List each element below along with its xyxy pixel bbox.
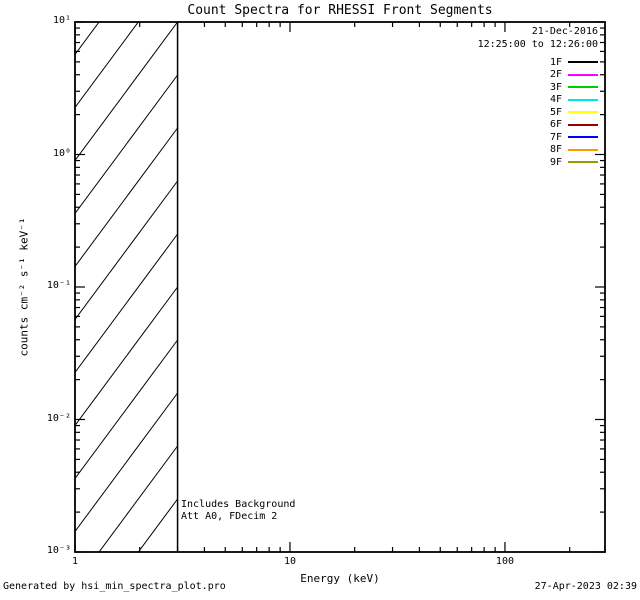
legend-color-line [568,61,598,64]
annotation-attenuator-state: Att A0, FDecim 2 [181,511,278,522]
y-tick-label: 10¹ [52,15,71,26]
legend-item-label: 6F [549,119,562,131]
legend-item-label: 2F [549,69,562,81]
legend-color-line [568,161,598,164]
legend-item: 7F [550,131,598,144]
legend-item-label: 7F [549,131,562,143]
legend-item: 4F [550,94,598,107]
legend-color-line [568,86,598,89]
footer-timestamp: 27-Apr-2023 02:39 [534,581,637,592]
x-axis-label: Energy (keV) [300,572,380,585]
legend-item-label: 1F [549,56,562,68]
legend-item-label: 8F [549,144,562,156]
y-axis-label: counts cm⁻² s⁻¹ keV⁻¹ [17,217,31,357]
legend-item: 3F [550,81,598,94]
legend-color-line [568,111,598,114]
x-tick-label: 1 [71,556,79,567]
legend-item: 1F [550,56,598,69]
legend-time-range: 12:25:00 to 12:26:00 [477,39,598,50]
legend-color-line [568,123,598,126]
legend-color-line [568,148,598,151]
legend-item: 8F [550,144,598,157]
legend-item-label: 9F [549,156,562,168]
legend-color-line [568,98,598,101]
legend-item-label: 4F [549,94,562,106]
legend-color-line [568,73,598,76]
legend-color-line [568,136,598,139]
legend-entries: 1F 2F 3F 4F 5F 6F 7F 8F 9F [550,56,598,169]
chart-title: Count Spectra for RHESSI Front Segments [187,3,493,18]
legend-item: 9F [550,156,598,169]
y-tick-label: 10⁻² [46,412,71,424]
legend-date: 21-Dec-2016 [531,26,598,37]
y-tick-label: 10⁰ [52,147,71,159]
y-tick-label: 10⁻¹ [46,280,71,291]
x-tick-label: 100 [495,556,514,567]
legend-item: 5F [550,106,598,119]
legend-item: 6F [550,119,598,132]
legend: 21-Dec-2016 12:25:00 to 12:26:00 1F 2F 3F 4… [478,25,598,169]
x-tick-label: 10 [283,556,296,567]
hatch-region [75,22,178,552]
legend-item-label: 3F [549,81,562,93]
legend-item-label: 5F [549,106,562,118]
axis-ticks [74,21,605,553]
annotation-includes-background: Includes Background [181,499,296,510]
footer-generated-by: Generated by hsi_min_spectra_plot.pro [3,581,226,592]
y-tick-label: 10⁻³ [46,545,71,556]
legend-item: 2F [550,69,598,82]
